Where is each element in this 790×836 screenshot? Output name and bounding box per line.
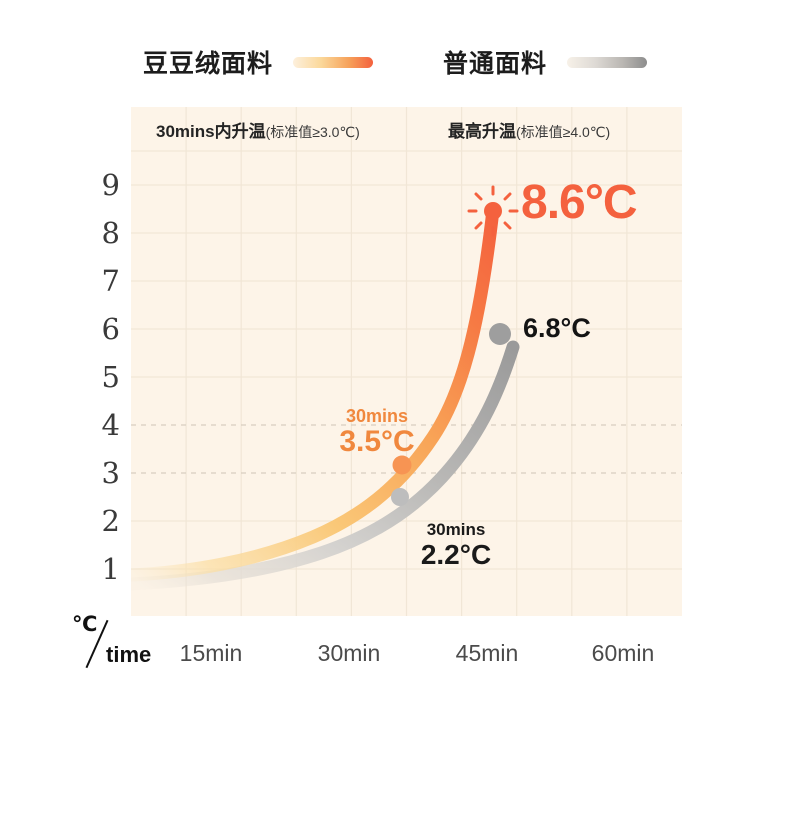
header-metric-30mins: 30mins内升温(标准值≥3.0℃) — [156, 117, 360, 142]
annotation-30mins-cool: 30mins 2.2°C — [396, 520, 516, 571]
x-tick-30min: 30min — [317, 640, 381, 666]
y-tick-7: 7 — [101, 264, 120, 298]
y-tick-6: 6 — [101, 312, 120, 346]
annotation-30mins-warm-value: 3.5°C — [339, 425, 415, 458]
annotation-peak-cool: 6.8°C — [523, 313, 591, 343]
grid-threshold-dashed — [131, 424, 682, 474]
plot-header: 30mins内升温(标准值≥3.0℃) 最高升温(标准值≥4.0℃) — [131, 107, 682, 151]
y-tick-2: 2 — [101, 504, 120, 538]
plot-area — [131, 107, 682, 616]
axis-origin-label: ℃ time — [70, 612, 180, 674]
y-tick-3: 3 — [101, 456, 120, 490]
legend-label-warm: 豆豆绒面料 — [142, 50, 273, 78]
sparkle-sun-icon — [467, 185, 519, 237]
header-metric-peak-label: 最高升温 — [448, 121, 516, 141]
y-tick-9: 9 — [101, 168, 120, 202]
legend-item-warm: 豆豆绒面料 — [143, 44, 373, 80]
y-tick-4: 4 — [101, 408, 120, 442]
x-tick-45min: 45min — [455, 640, 519, 666]
marker-warm-30min — [392, 455, 412, 475]
x-axis-unit-label: time — [106, 642, 152, 667]
x-tick-60min: 60min — [591, 640, 655, 666]
annotation-peak-warm: 8.6°C — [521, 176, 638, 229]
annotation-30mins-cool-title: 30mins — [426, 520, 486, 539]
legend-label-cool: 普通面料 — [443, 50, 548, 78]
y-tick-5: 5 — [101, 360, 120, 394]
chart-legend: 豆豆绒面料 普通面料 — [0, 40, 790, 84]
header-metric-30mins-label: 30mins内升温 — [156, 121, 266, 141]
annotation-30mins-warm-title: 30mins — [345, 406, 409, 426]
header-metric-peak: 最高升温(标准值≥4.0℃) — [448, 117, 610, 142]
grid-vertical — [185, 107, 628, 616]
grid-horizontal — [131, 150, 682, 570]
annotation-30mins-warm: 30mins 3.5°C — [317, 406, 437, 459]
legend-item-cool: 普通面料 — [443, 44, 648, 80]
y-tick-8: 8 — [101, 216, 120, 250]
series-line-cool — [131, 340, 520, 591]
legend-swatch-cool-icon — [567, 56, 648, 68]
annotation-30mins-cool-value: 2.2°C — [420, 539, 492, 570]
y-axis-tick-labels: 9 8 7 6 5 4 3 2 1 — [60, 0, 120, 836]
marker-cool-peak — [489, 323, 511, 345]
header-metric-peak-standard: (标准值≥4.0℃) — [516, 123, 611, 140]
header-metric-30mins-standard: (标准值≥3.0℃) — [265, 123, 360, 140]
y-axis-unit-label: ℃ — [72, 613, 98, 636]
plot-svg — [131, 107, 682, 616]
series-line-warm — [131, 203, 500, 582]
y-tick-1: 1 — [101, 552, 120, 586]
marker-cool-30min — [391, 488, 409, 506]
x-tick-15min: 15min — [179, 640, 243, 666]
legend-swatch-warm-icon — [293, 56, 373, 68]
